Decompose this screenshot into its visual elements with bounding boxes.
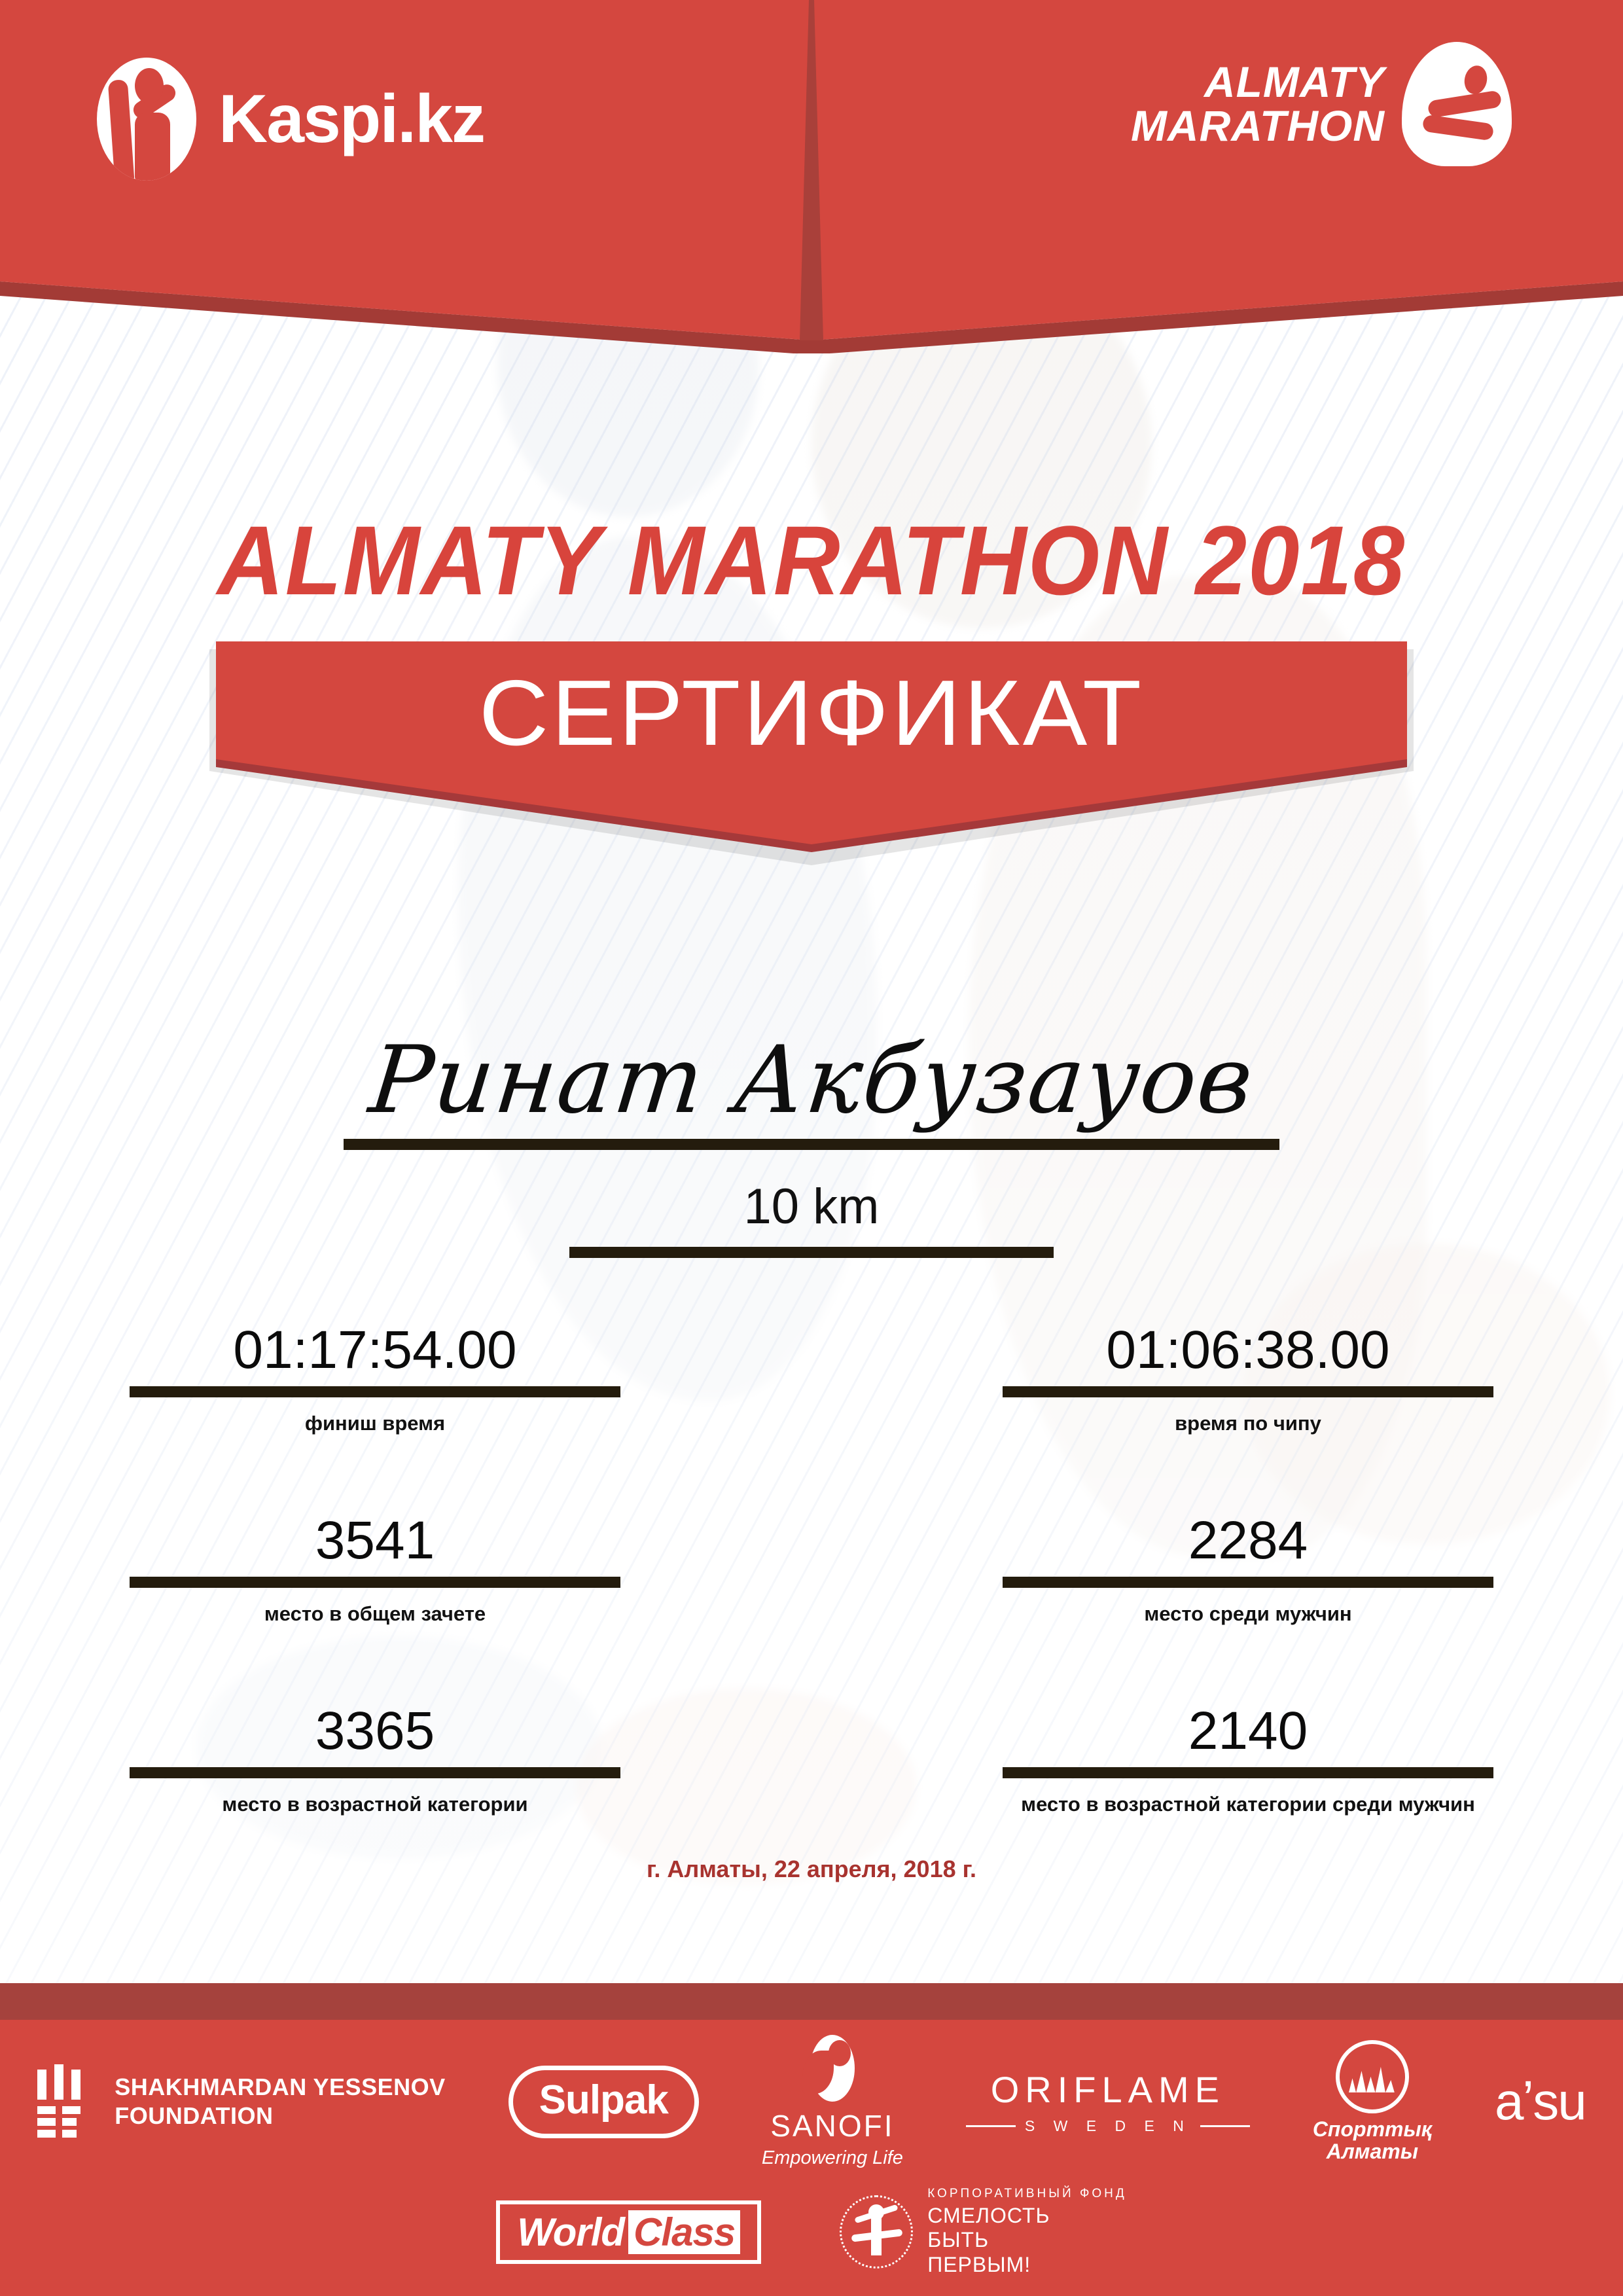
smelost-top-line: КОРПОРАТИВНЫЙ ФОНД [927, 2187, 1127, 2201]
distance-value: 10 km [743, 1179, 880, 1234]
result-value: 2140 [1188, 1701, 1308, 1761]
sanofi-tagline: Empowering Life [761, 2147, 903, 2168]
oriflame-rule-right [1200, 2125, 1250, 2127]
running-figure-drop-icon [1402, 42, 1512, 166]
asu-wordmark: aʼsu [1495, 2072, 1587, 2130]
almaty-marathon-logo: ALMATY MARATHON [1131, 42, 1512, 166]
result-rule [1003, 1577, 1493, 1588]
bar [54, 2064, 64, 2100]
sponsor-asu: aʼsu [1495, 2072, 1587, 2132]
smelost-line1: СМЕЛОСТЬ [927, 2204, 1050, 2228]
almaty-marathon-wordmark: ALMATY MARATHON [1131, 60, 1385, 149]
oriflame-wordmark: ORIFLAME [990, 2069, 1225, 2110]
almaty-marathon-line2: MARATHON [1130, 101, 1385, 150]
result-label: финиш время [304, 1412, 446, 1435]
sponsor-sulpak: Sulpak [508, 2065, 699, 2138]
result-label: место в возрастной категории среди мужчи… [1021, 1793, 1475, 1816]
yessenov-line2: FOUNDATION [115, 2102, 274, 2129]
raised-arms-figure-icon [840, 2195, 914, 2269]
oriflame-rule-left [965, 2125, 1016, 2127]
result-overall-place: 3541 место в общем зачете [130, 1511, 620, 1626]
kaspi-wordmark: Kaspi.kz [219, 81, 486, 157]
bar [37, 2130, 56, 2138]
smelost-line3: ПЕРВЫМ! [927, 2252, 1031, 2276]
oriflame-sub: S W E D E N [965, 2117, 1250, 2135]
sport-almaty-wordmark: Спорттық Алматы [1313, 2119, 1432, 2162]
place-and-date: г. Алматы, 22 апреля, 2018 г. [647, 1856, 976, 1882]
bar [37, 2106, 56, 2114]
result-men-place: 2284 место среди мужчин [1003, 1511, 1493, 1626]
bar [62, 2106, 81, 2114]
bar [37, 2118, 56, 2126]
sport-almaty-line2: Алматы [1326, 2140, 1419, 2163]
yessenov-line1: SHAKHMARDAN YESSENOV [115, 2073, 446, 2101]
sponsor-sport-almaty: Спорттық Алматы [1313, 2040, 1432, 2162]
result-label: место в общем зачете [264, 1602, 486, 1626]
footer-top-edge [0, 1983, 1623, 2020]
participant-name: Ринат Акбузауов [364, 1026, 1259, 1134]
sanofi-dot [828, 2039, 851, 2066]
almaty-marathon-line1: ALMATY [1204, 57, 1385, 106]
sponsor-world-class: World Class [496, 2200, 762, 2264]
kaspi-logo: Kaspi.kz [97, 58, 486, 181]
results-row: 3365 место в возрастной категории 2140 м… [0, 1703, 1623, 1816]
oriflame-country: S W E D E N [1024, 2117, 1191, 2134]
results-row: 01:17:54.00 финиш время 01:06:38.00 врем… [0, 1320, 1623, 1435]
event-title: ALMATY MARATHON 2018 [217, 505, 1406, 615]
sponsor-footer: SHAKHMARDAN YESSENOV FOUNDATION Sulpak S… [0, 1983, 1623, 2296]
sulpak-wordmark: Sulpak [508, 2065, 699, 2138]
yessenov-bars-icon [37, 2064, 98, 2138]
result-age-category-men-place: 2140 место в возрастной категории среди … [1003, 1703, 1493, 1816]
results-row: 3541 место в общем зачете 2284 место сре… [0, 1511, 1623, 1626]
result-rule [1003, 1767, 1493, 1779]
sponsor-oriflame: ORIFLAME S W E D E N [965, 2068, 1250, 2135]
participant-name-rule [344, 1139, 1279, 1150]
sport-almaty-line1: Спорттық [1312, 2117, 1433, 2142]
sponsor-smelost-byt-pervym: КОРПОРАТИВНЫЙ ФОНД СМЕЛОСТЬ БЫТЬ ПЕРВЫМ! [840, 2187, 1127, 2276]
smelost-wordmark: КОРПОРАТИВНЫЙ ФОНД СМЕЛОСТЬ БЫТЬ ПЕРВЫМ! [927, 2187, 1127, 2276]
result-chip-time: 01:06:38.00 время по чипу [1003, 1320, 1493, 1435]
kaspi-person-icon [97, 58, 196, 181]
bar [62, 2130, 77, 2138]
result-age-category-place: 3365 место в возрастной категории [130, 1703, 620, 1816]
sponsor-row-secondary: World Class КОРПОРАТИВНЫЙ ФОНД СМЕЛОСТЬ Б… [0, 2179, 1623, 2284]
certificate-body: ALMATY MARATHON 2018 СЕРТИФИКАТ Ринат Ак… [0, 340, 1623, 1983]
smelost-line2: БЫТЬ [927, 2228, 990, 2252]
sanofi-wordmark: SANOFI [770, 2108, 895, 2143]
result-finish-time: 01:17:54.00 финиш время [130, 1320, 620, 1435]
participant-name-block: Ринат Акбузауов [0, 1026, 1623, 1150]
result-value: 3541 [315, 1511, 435, 1571]
result-rule [1003, 1386, 1493, 1398]
result-value: 01:17:54.00 [233, 1320, 517, 1380]
bar [62, 2118, 77, 2126]
bar [71, 2070, 81, 2100]
sponsor-yessenov-foundation: SHAKHMARDAN YESSENOV FOUNDATION [37, 2064, 445, 2138]
result-value: 2284 [1188, 1511, 1308, 1571]
sponsor-sanofi: SANOFI Empowering Life [761, 2034, 903, 2169]
result-rule [130, 1577, 620, 1588]
world-class-wordmark: World Class [496, 2200, 762, 2264]
world-class-word1: World [517, 2210, 625, 2254]
result-rule [130, 1767, 620, 1779]
result-label: место среди мужчин [1144, 1602, 1352, 1626]
bar [37, 2070, 47, 2100]
result-value: 3365 [315, 1701, 435, 1761]
distance-block: 10 km [0, 1178, 1623, 1258]
results-grid: 01:17:54.00 финиш время 01:06:38.00 врем… [0, 1320, 1623, 1893]
almaty-skyline-ring-icon [1335, 2040, 1409, 2114]
result-value: 01:06:38.00 [1106, 1320, 1390, 1380]
sanofi-bird-icon [802, 2034, 860, 2102]
result-rule [130, 1386, 620, 1398]
result-label: место в возрастной категории [222, 1793, 528, 1816]
kaspi-icon-body [135, 113, 170, 181]
distance-rule [569, 1247, 1054, 1258]
world-class-word2: Class [628, 2210, 741, 2254]
yessenov-wordmark: SHAKHMARDAN YESSENOV FOUNDATION [115, 2073, 445, 2130]
dotted-ring [840, 2195, 914, 2269]
certificate-banner-label: СЕРТИФИКАТ [478, 661, 1145, 765]
result-label: время по чипу [1175, 1412, 1321, 1435]
sponsor-row-primary: SHAKHMARDAN YESSENOV FOUNDATION Sulpak S… [0, 2034, 1623, 2168]
